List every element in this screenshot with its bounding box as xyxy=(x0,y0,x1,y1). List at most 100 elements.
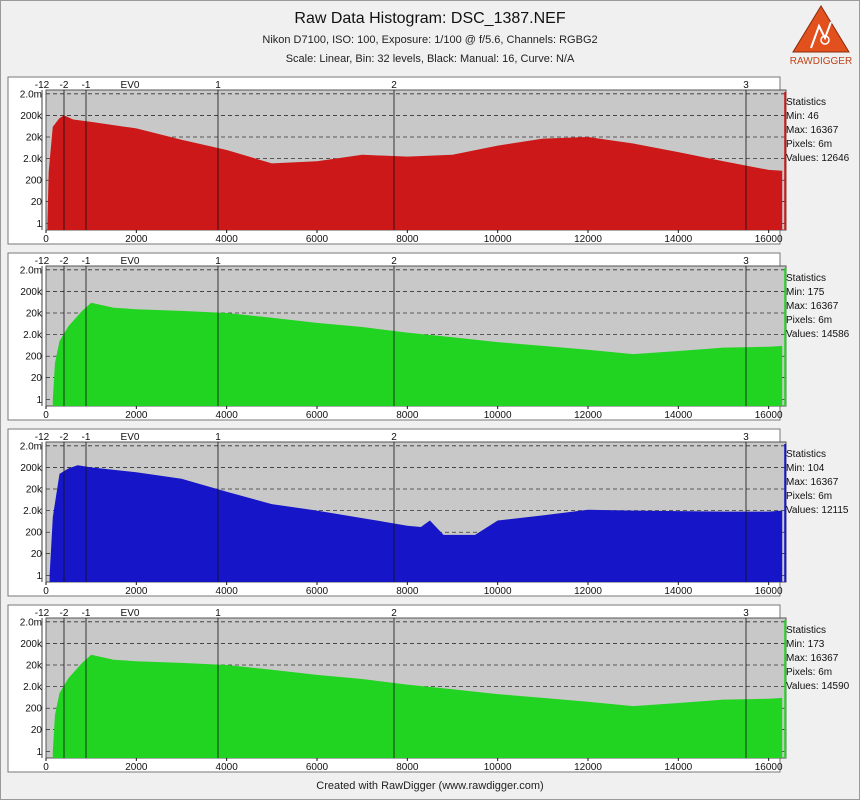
ev-label: EV0 xyxy=(121,608,140,619)
x-tick-label: 8000 xyxy=(396,762,419,773)
stats-title: Statistics xyxy=(786,97,826,108)
x-tick-label: 10000 xyxy=(484,410,512,421)
ev-label: 1 xyxy=(215,80,221,91)
ev-label: 1 xyxy=(215,608,221,619)
ev-label: -1 xyxy=(82,608,91,619)
x-tick-label: 4000 xyxy=(216,762,239,773)
x-tick-label: 16000 xyxy=(755,234,783,245)
x-tick-label: 12000 xyxy=(574,586,602,597)
x-tick-label: 6000 xyxy=(306,586,329,597)
y-tick-label: 200k xyxy=(20,639,43,650)
ev-label: EV0 xyxy=(121,256,140,267)
ev-label: -12 xyxy=(35,608,50,619)
histogram-area xyxy=(52,302,783,406)
x-tick-label: 2000 xyxy=(125,234,148,245)
x-tick-label: 12000 xyxy=(574,234,602,245)
ev-label: -1 xyxy=(82,432,91,443)
y-tick-label: 200k xyxy=(20,463,43,474)
stats-values: Values: 12115 xyxy=(786,505,849,516)
x-tick-label: 14000 xyxy=(664,234,692,245)
histogram-area xyxy=(49,465,783,582)
y-tick-label: 2.0m xyxy=(20,89,42,100)
ev-label: 2 xyxy=(391,432,397,443)
stats-max: Max: 16367 xyxy=(786,653,839,664)
y-tick-label: 200 xyxy=(25,352,42,363)
y-tick-label: 2.0m xyxy=(20,265,42,276)
y-tick-label: 20k xyxy=(26,309,43,320)
stats-title: Statistics xyxy=(786,273,826,284)
footer-credit: Created with RawDigger (www.rawdigger.co… xyxy=(316,780,544,792)
ev-label: 3 xyxy=(743,608,749,619)
ev-label: -12 xyxy=(35,80,50,91)
x-tick-label: 14000 xyxy=(664,586,692,597)
y-tick-label: 200k xyxy=(20,111,43,122)
logo-text: RAWDIGGER xyxy=(790,56,852,67)
stats-min: Min: 173 xyxy=(786,639,825,650)
ev-label: -2 xyxy=(60,608,69,619)
ev-label: -12 xyxy=(35,256,50,267)
ev-label: 1 xyxy=(215,256,221,267)
ev-label: 2 xyxy=(391,80,397,91)
stats-title: Statistics xyxy=(786,625,826,636)
stats-values: Values: 14586 xyxy=(786,329,850,340)
y-tick-label: 1 xyxy=(36,747,42,758)
ev-label: 3 xyxy=(743,256,749,267)
page-title: Raw Data Histogram: DSC_1387.NEF xyxy=(294,10,566,27)
camera-info: Nikon D7100, ISO: 100, Exposure: 1/100 @… xyxy=(262,34,598,46)
y-tick-label: 2.0k xyxy=(23,682,43,693)
ev-label: 3 xyxy=(743,80,749,91)
ev-label: EV0 xyxy=(121,80,140,91)
x-tick-label: 14000 xyxy=(664,762,692,773)
ev-label: 2 xyxy=(391,256,397,267)
x-tick-label: 2000 xyxy=(125,410,148,421)
y-tick-label: 200 xyxy=(25,176,42,187)
x-tick-label: 8000 xyxy=(396,234,419,245)
y-tick-label: 2.0k xyxy=(23,154,43,165)
x-tick-label: 6000 xyxy=(306,234,329,245)
x-tick-label: 10000 xyxy=(484,586,512,597)
y-tick-label: 20 xyxy=(31,197,43,208)
x-tick-label: 10000 xyxy=(484,762,512,773)
x-tick-label: 14000 xyxy=(664,410,692,421)
ev-label: -2 xyxy=(60,432,69,443)
x-tick-label: 12000 xyxy=(574,762,602,773)
y-tick-label: 2.0m xyxy=(20,441,42,452)
stats-min: Min: 104 xyxy=(786,463,825,474)
rawdigger-logo: RAWDIGGER xyxy=(790,5,852,67)
x-tick-label: 16000 xyxy=(755,586,783,597)
stats-pixels: Pixels: 6m xyxy=(786,667,832,678)
stats-pixels: Pixels: 6m xyxy=(786,491,832,502)
histogram-area xyxy=(52,654,783,758)
ev-label: EV0 xyxy=(121,432,140,443)
histogram-panel-g: 1 20 200 2.0k 20k 200k 2.0m-12 -2 -1 EV0 1 2 3 0 2000 4… xyxy=(7,252,850,421)
x-tick-label: 6000 xyxy=(306,410,329,421)
histogram-panel-b: 1 20 200 2.0k 20k 200k 2.0m-12 -2 -1 EV0 1 2 3 0 2000 4… xyxy=(7,428,849,597)
x-tick-label: 4000 xyxy=(216,410,239,421)
y-tick-label: 1 xyxy=(36,571,42,582)
x-tick-label: 10000 xyxy=(484,234,512,245)
y-tick-label: 2.0k xyxy=(23,506,43,517)
y-tick-label: 20 xyxy=(31,549,43,560)
y-tick-label: 20 xyxy=(31,725,43,736)
ev-label: -1 xyxy=(82,80,91,91)
histogram-panel-r: 1 20 200 2.0k 20k 200k 2.0m-12 -2 -1 EV0 1 2 3 0 2000 4… xyxy=(7,76,850,245)
x-tick-label: 4000 xyxy=(216,234,239,245)
y-tick-label: 1 xyxy=(36,395,42,406)
x-tick-label: 8000 xyxy=(396,410,419,421)
ev-label: -1 xyxy=(82,256,91,267)
y-tick-label: 200 xyxy=(25,704,42,715)
x-tick-label: 16000 xyxy=(755,410,783,421)
y-tick-label: 20k xyxy=(26,133,43,144)
stats-title: Statistics xyxy=(786,449,826,460)
y-tick-label: 20k xyxy=(26,661,43,672)
stats-min: Min: 175 xyxy=(786,287,825,298)
histogram-area xyxy=(47,115,783,230)
stats-max: Max: 16367 xyxy=(786,477,839,488)
x-tick-label: 12000 xyxy=(574,410,602,421)
x-tick-label: 2000 xyxy=(125,586,148,597)
x-tick-label: 2000 xyxy=(125,762,148,773)
ev-label: -12 xyxy=(35,432,50,443)
y-tick-label: 200 xyxy=(25,528,42,539)
x-tick-label: 16000 xyxy=(755,762,783,773)
